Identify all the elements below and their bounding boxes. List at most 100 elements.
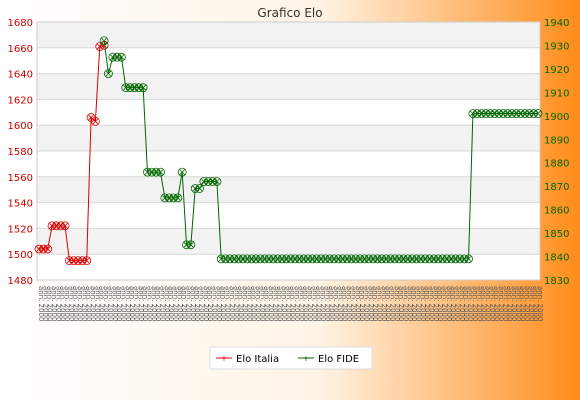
y-left-tick-label: 1560 bbox=[8, 173, 33, 184]
x-tick-label: ann. 2000 bbox=[172, 286, 180, 321]
x-tick-label: ann. 2000 bbox=[41, 286, 49, 321]
x-tick-label: ann. 2000 bbox=[419, 286, 427, 321]
x-tick-label: ann. 2000 bbox=[193, 286, 201, 321]
legend-label-elo-italia: Elo Italia bbox=[236, 354, 279, 365]
y-axis-right: 1830 1840 1850 1860 1870 1880 1890 1900 1910 1920… bbox=[544, 18, 569, 287]
data-point-cross bbox=[140, 84, 146, 91]
x-tick-label: ann. 2000 bbox=[341, 286, 349, 321]
x-tick-label: ann. 2000 bbox=[406, 286, 414, 321]
y-left-tick-label: 1660 bbox=[8, 44, 33, 55]
data-point-ring bbox=[186, 240, 196, 250]
x-tick-label: ann. 2000 bbox=[345, 286, 353, 321]
data-point-elo-fide bbox=[117, 52, 126, 62]
data-point-cross bbox=[157, 169, 164, 175]
chart-title: Grafico Elo bbox=[257, 6, 322, 20]
x-tick-label: ann. 2000 bbox=[89, 286, 97, 321]
plot-band bbox=[37, 125, 540, 151]
data-point-elo-fide bbox=[186, 240, 196, 250]
series-layer bbox=[34, 36, 543, 266]
x-tick-label: ann. 2000 bbox=[432, 286, 440, 321]
x-tick-label: ann. 2000 bbox=[449, 286, 457, 321]
x-tick-label: ann. 2000 bbox=[50, 286, 58, 321]
data-point-cross bbox=[188, 242, 194, 248]
legend: + Elo Italia + Elo FIDE bbox=[209, 346, 373, 370]
data-point-cross bbox=[92, 118, 99, 125]
data-point-cross bbox=[62, 223, 68, 229]
legend-box bbox=[209, 346, 373, 370]
data-point-cross bbox=[535, 110, 541, 117]
x-tick-label: ann. 2000 bbox=[263, 286, 271, 321]
y-left-tick-label: 1520 bbox=[8, 224, 33, 235]
data-point-cross bbox=[196, 185, 203, 192]
x-tick-label: ann. 2000 bbox=[306, 286, 314, 321]
data-point-ring bbox=[82, 256, 92, 266]
x-tick-label: ann. 2000 bbox=[93, 286, 101, 321]
data-point-ring bbox=[43, 244, 53, 254]
x-tick-label: ann. 2000 bbox=[119, 286, 127, 321]
x-tick-label: ann. 2000 bbox=[224, 286, 232, 321]
x-tick-label: ann. 2000 bbox=[397, 286, 405, 321]
data-point-ring bbox=[212, 177, 222, 186]
x-tick-label: ann. 2000 bbox=[150, 286, 158, 321]
x-tick-label: ann. 2000 bbox=[267, 286, 275, 321]
grid-lines bbox=[36, 21, 541, 281]
data-point-elo-fide bbox=[138, 83, 148, 93]
data-point-ring bbox=[195, 184, 204, 193]
x-tick-label: ann. 2000 bbox=[276, 286, 284, 321]
data-point-cross bbox=[101, 37, 107, 44]
x-tick-label: ann. 2000 bbox=[232, 286, 240, 321]
x-tick-label: ann. 2000 bbox=[454, 286, 462, 321]
x-tick-label: ann. 2000 bbox=[228, 286, 236, 321]
data-point-ring bbox=[60, 221, 70, 231]
x-tick-label: ann. 2000 bbox=[111, 286, 119, 321]
y-right-tick-label: 1840 bbox=[544, 253, 569, 264]
data-point-ring bbox=[156, 167, 165, 177]
x-tick-label: ann. 2000 bbox=[185, 286, 193, 321]
x-tick-label: ann. 2000 bbox=[393, 286, 401, 321]
x-tick-label: ann. 2000 bbox=[367, 286, 375, 321]
x-tick-label: ann. 2000 bbox=[375, 286, 383, 321]
x-tick-label: ann. 2000 bbox=[484, 286, 492, 321]
x-tick-label: ann. 2000 bbox=[237, 286, 245, 321]
x-tick-label: ann. 2000 bbox=[384, 286, 392, 321]
plot-band bbox=[37, 176, 540, 203]
x-tick-label: ann. 2000 bbox=[128, 286, 136, 321]
data-point-ring bbox=[104, 69, 113, 78]
data-point-elo-italia bbox=[60, 221, 70, 231]
x-tick-label: ann. 2000 bbox=[180, 286, 188, 321]
data-point-elo-fide bbox=[156, 167, 165, 177]
x-tick-label: ann. 2000 bbox=[441, 286, 449, 321]
x-tick-label: ann. 2000 bbox=[67, 286, 75, 321]
x-tick-label: ann. 2000 bbox=[436, 286, 444, 321]
y-left-tick-label: 1640 bbox=[8, 70, 33, 81]
x-tick-label: ann. 2000 bbox=[289, 286, 297, 321]
data-point-ring bbox=[91, 116, 100, 126]
x-tick-label: ann. 2000 bbox=[154, 286, 162, 321]
x-tick-label: ann. 2000 bbox=[115, 286, 123, 321]
x-tick-label: ann. 2000 bbox=[315, 286, 323, 321]
data-point-ring bbox=[173, 193, 183, 203]
data-point-elo-fide bbox=[533, 109, 543, 118]
data-point-ring bbox=[95, 42, 105, 51]
x-tick-label: ann. 2000 bbox=[514, 286, 522, 321]
data-point-cross bbox=[105, 70, 112, 77]
data-point-cross bbox=[44, 246, 51, 252]
y-right-tick-label: 1890 bbox=[544, 135, 569, 146]
x-tick-label: ann. 2000 bbox=[388, 286, 396, 321]
legend-marker-elo-italia: + bbox=[221, 354, 228, 363]
data-point-cross bbox=[465, 256, 472, 262]
x-tick-label: ann. 2000 bbox=[145, 286, 153, 321]
x-tick-label: ann. 2000 bbox=[37, 286, 45, 321]
data-point-elo-italia bbox=[82, 256, 92, 266]
x-tick-label: ann. 2000 bbox=[458, 286, 466, 321]
plot-band bbox=[37, 99, 540, 126]
x-tick-label: ann. 2000 bbox=[124, 286, 132, 321]
y-right-tick-label: 1880 bbox=[544, 159, 569, 170]
x-tick-label: ann. 2000 bbox=[488, 286, 496, 321]
data-point-cross bbox=[83, 257, 90, 264]
y-left-tick-label: 1500 bbox=[8, 250, 33, 261]
data-point-cross bbox=[214, 178, 220, 185]
data-point-cross bbox=[101, 42, 107, 49]
